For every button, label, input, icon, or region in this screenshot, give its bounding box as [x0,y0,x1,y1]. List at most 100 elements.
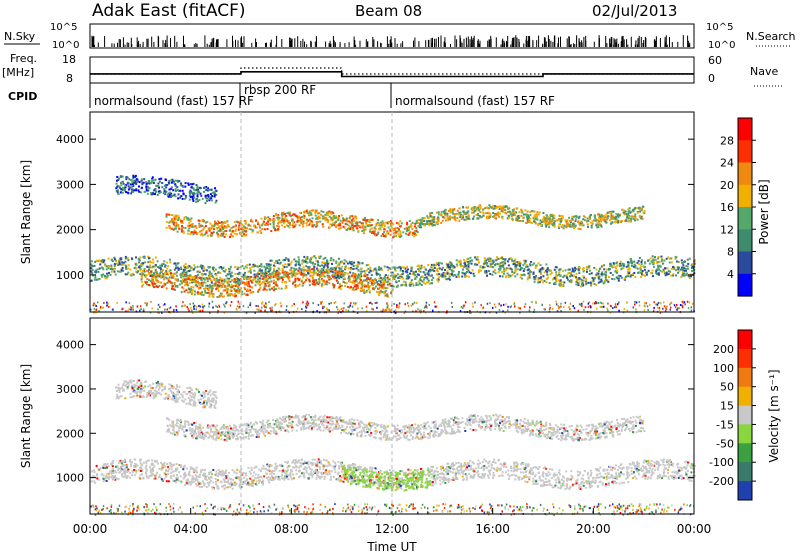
heatmap-cell [211,199,213,202]
heatmap-cell [295,263,298,266]
heatmap-cell [371,230,374,233]
heatmap-cell [169,220,172,223]
heatmap-cell [228,283,230,286]
heatmap-cell [330,267,333,270]
heatmap-cell [393,232,395,235]
heatmap-cell [283,221,286,224]
heatmap-cell [210,272,213,275]
heatmap-cell [455,263,458,266]
heatmap-cell [366,274,369,276]
heatmap-cell [203,273,206,275]
heatmap-cell [321,217,324,220]
heatmap-cell [136,178,139,181]
heatmap-cell [640,272,643,275]
heatmap-cell [303,274,305,277]
heatmap-cell [626,215,629,218]
heatmap-cell [518,220,521,222]
heatmap-cell [206,280,209,283]
heatmap-cell [277,273,280,276]
heatmap-cell [335,220,338,223]
heatmap-cell [511,273,514,276]
heatmap-cell [594,219,597,222]
heatmap-cell [218,284,221,287]
heatmap-cell [215,281,218,284]
heatmap-cell [572,274,575,277]
heatmap-cell [197,190,200,193]
heatmap-cell [162,284,165,287]
heatmap-cell [177,197,180,200]
heatmap-cell [356,280,358,283]
heatmap-cell [264,224,267,226]
heatmap-cell [189,274,192,277]
heatmap-cell [109,273,112,276]
heatmap-cell [569,271,572,274]
power-heatmap-cells [90,174,696,314]
heatmap-cell [398,304,400,307]
heatmap-cell [538,277,541,280]
heatmap-cell [206,220,209,223]
heatmap-cell [104,277,107,280]
heatmap-cell [272,220,275,223]
heatmap-cell [353,288,356,291]
heatmap-cell [260,263,263,266]
heatmap-cell [271,271,274,274]
heatmap-cell [460,265,463,268]
heatmap-cell [268,284,271,287]
heatmap-cell [482,265,485,268]
heatmap-cell [318,280,321,283]
heatmap-cell [305,210,308,213]
heatmap-cell [499,267,502,270]
heatmap-cell [586,220,589,223]
heatmap-cell [148,257,150,260]
heatmap-cell [613,278,616,281]
heatmap-cell [199,234,202,237]
heatmap-cell [634,217,637,220]
heatmap-cell [352,265,355,267]
heatmap-cell [322,210,325,213]
heatmap-cell [172,288,175,291]
heatmap-cell [573,227,575,230]
heatmap-cell [193,264,196,267]
heatmap-cell [238,271,241,274]
heatmap-cell [229,234,232,237]
heatmap-cell [523,274,526,277]
heatmap-cell [644,266,647,268]
heatmap-cell [138,265,141,268]
heatmap-cell [682,264,685,267]
heatmap-cell [411,221,414,224]
heatmap-cell [280,287,283,290]
heatmap-cell [150,261,153,264]
heatmap-cell [169,269,172,272]
heatmap-cell [188,198,191,201]
heatmap-cell [369,269,372,272]
heatmap-cell [302,225,305,228]
heatmap-cell [399,232,402,235]
heatmap-cell [302,301,304,304]
heatmap-cell [142,269,144,272]
heatmap-cell [200,232,203,235]
heatmap-cell [330,218,333,221]
heatmap-cell [300,280,303,283]
heatmap-cell [223,226,226,229]
heatmap-cell [294,269,297,272]
heatmap-cell [240,235,243,238]
heatmap-cell [297,284,299,287]
heatmap-cell [378,228,381,231]
heatmap-cell [332,222,335,225]
heatmap-cell [233,278,236,281]
heatmap-cell [258,279,261,282]
heatmap-cell [603,268,606,271]
heatmap-cell [165,270,168,272]
heatmap-cell [322,261,325,264]
heatmap-cell [159,191,162,194]
heatmap-cell [228,292,231,295]
heatmap-cell [102,261,105,264]
heatmap-cell [219,292,222,295]
heatmap-cell [249,302,252,305]
heatmap-cell [603,281,606,284]
heatmap-cell [338,263,341,266]
heatmap-cell [349,304,352,307]
heatmap-cell [282,276,285,279]
heatmap-cell [630,262,633,265]
heatmap-cell [231,279,233,282]
